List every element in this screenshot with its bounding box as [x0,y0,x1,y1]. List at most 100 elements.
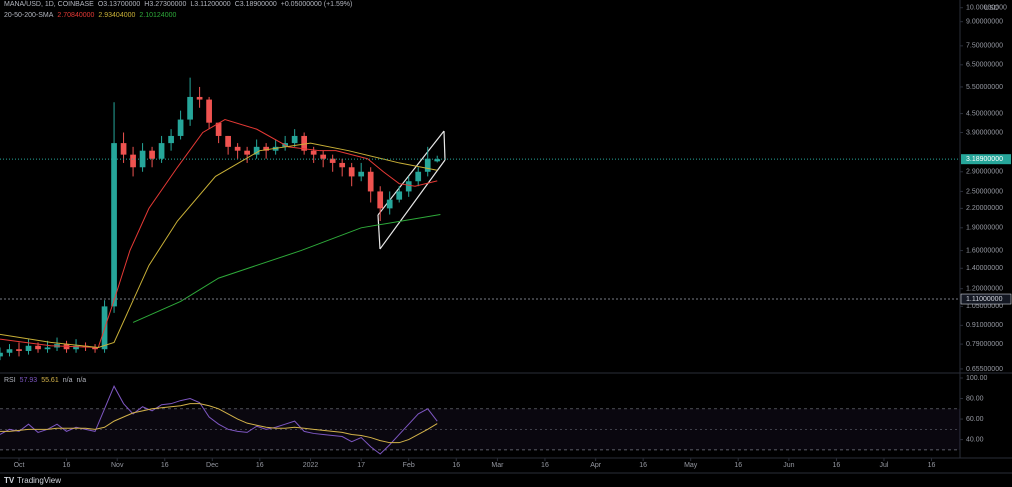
x-tick-label: 16 [734,462,742,469]
candle-body [130,154,136,168]
candle-body [377,191,384,209]
x-tick-label: Jul [879,462,888,469]
ohlc-low: L3.11200000 [190,1,231,8]
candle-body [396,191,403,200]
candle-body [234,146,241,151]
y-tick-label: 100.00 [966,375,988,382]
candle-body [111,143,117,307]
candle-body [177,119,184,136]
candle-body [92,347,98,350]
candle-body [44,347,51,350]
y-tick-label: 1.20000000 [966,286,1003,293]
moving-average [0,119,438,349]
channel-edge [443,130,446,161]
candle-body [320,154,327,159]
symbol: MANA/USD, 1D, COINBASE [4,1,94,8]
y-tick-label: 2.20000000 [966,205,1003,212]
y-tick-label: 0.79000000 [966,341,1003,348]
candle-body [434,159,441,162]
candle-body [339,162,346,168]
candle-body [405,181,412,192]
candle-body [196,96,203,100]
header-line: MANA/USD, 1D, COINBASE O3.13700000 H3.2730… [4,1,356,8]
candle-body [386,199,393,209]
rsi-label: RSI [4,377,16,384]
y-tick-label: 9.00000000 [966,19,1003,26]
candle-body [253,146,260,155]
candle-body [424,158,431,172]
x-tick-label: 16 [63,462,71,469]
x-tick-label: 16 [928,462,936,469]
rsi-value: 55.61 [41,377,59,384]
candle-body [358,171,365,177]
candle-body [149,150,155,159]
x-tick-label: Feb [403,462,415,469]
y-tick-label: 5.50000000 [966,84,1003,91]
candle-body [35,345,41,350]
ohlc-close: C3.18900000 [234,1,277,8]
x-tick-label: 16 [452,462,460,469]
y-tick-label: 10.00000000 [966,5,1007,12]
last-price-label: 3.18900000 [966,156,1003,163]
x-tick-label: 2022 [303,462,319,469]
y-tick-label: 4.50000000 [966,110,1003,117]
candle-body [25,345,32,351]
y-tick-label: 2.90000000 [966,169,1003,176]
x-tick-label: 16 [833,462,841,469]
moving-average [132,213,441,323]
rsi-legend: RSI 57.93 55.61 n/a n/a [4,377,90,384]
x-tick-label: Dec [206,462,219,469]
candle-body [244,150,250,155]
logo-mark: TV [4,476,15,485]
y-tick-label: 60.00 [966,416,984,423]
rsi-value: n/a [62,377,73,384]
candle-body [291,135,298,144]
x-tick-label: 16 [256,462,264,469]
x-tick-label: 16 [541,462,549,469]
candle-body [16,349,22,351]
y-tick-label: 6.50000000 [966,62,1003,69]
y-tick-label: 7.50000000 [966,43,1003,50]
y-tick-label: 1.40000000 [966,265,1003,272]
sma-legend: 20-50-200-SMA 2.70840000 2.93404000 2.10124… [4,12,180,19]
rsi-value: n/a [76,377,87,384]
candle-body [73,345,79,350]
candle-body [310,150,317,155]
brand: TradingView [17,476,61,485]
candle-body [301,135,308,151]
candle-body [206,99,212,123]
y-tick-label: 3.90000000 [966,129,1003,136]
y-tick-label: 0.65500000 [966,366,1003,373]
candle-body [215,122,222,136]
candle-body [187,96,193,120]
candle-body [6,349,13,353]
sma-value: 2.93404000 [98,12,136,19]
ohlc-open: O3.13700000 [97,1,141,8]
candle-body [168,135,174,144]
x-tick-label: 17 [357,462,365,469]
x-tick-label: Apr [590,462,602,469]
x-tick-label: Nov [111,462,124,469]
x-tick-label: Jun [783,462,794,469]
y-tick-label: 1.90000000 [966,225,1003,232]
channel-edge [377,214,381,250]
y-tick-label: 2.50000000 [966,188,1003,195]
y-tick-label: 1.05000000 [966,303,1003,310]
candle-body [348,167,355,177]
currency-label: USD [984,5,999,12]
x-tick-label: Oct [14,462,25,469]
sma-label: 20-50-200-SMA [4,12,54,19]
candle-body [263,146,269,151]
rsi-value: 57.93 [19,377,38,384]
candle-body [225,135,231,147]
candle-body [0,352,3,357]
x-tick-label: Mar [491,462,504,469]
y-tick-label: 1.60000000 [966,247,1003,254]
x-tick-label: May [684,462,698,469]
moving-average [0,142,438,349]
x-tick-label: 16 [161,462,169,469]
y-tick-label: 80.00 [966,395,984,402]
change: +0.05000000 (+1.59%) [280,1,353,8]
